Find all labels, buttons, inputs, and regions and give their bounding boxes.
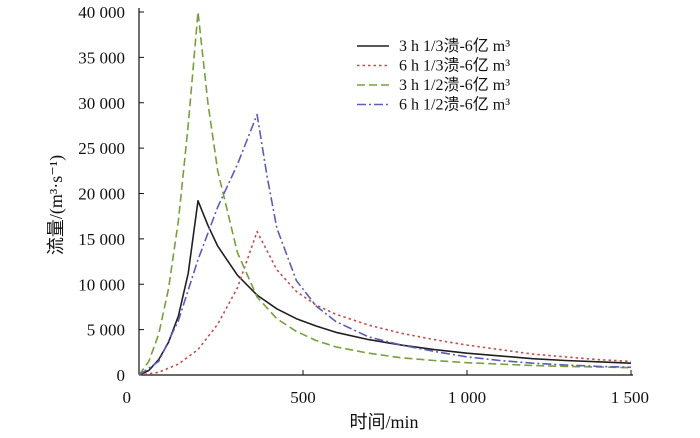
legend-label-3: 3 h 1/2溃-6亿 m³: [399, 76, 510, 94]
x-tick-label: 500: [290, 388, 316, 407]
y-tick-label: 40 000: [78, 3, 125, 22]
series-line-4: [138, 113, 632, 376]
y-tick-label: 15 000: [78, 230, 125, 249]
x-tick-label: 1 000: [448, 388, 486, 407]
x-axis-title: 时间/min: [349, 412, 418, 432]
y-tick-label: 35 000: [78, 48, 125, 67]
series-line-3: [138, 11, 632, 376]
y-axis-title: 流量/(m³·s⁻¹): [46, 155, 67, 255]
y-tick-label: 30 000: [78, 94, 125, 113]
x-tick-label: 1 500: [611, 388, 649, 407]
y-tick-label: 0: [117, 366, 126, 385]
series-line-1: [138, 200, 632, 376]
y-tick-label: 5 000: [87, 321, 125, 340]
series-line-2: [138, 230, 632, 376]
axes: 0 5 000 10 000 15 000 20 000 25 000 30 000 35 0…: [78, 3, 649, 407]
y-tick-label: 10 000: [78, 275, 125, 294]
legend-label-1: 3 h 1/3溃-6亿 m³: [399, 37, 510, 55]
y-tick-label: 25 000: [78, 139, 125, 158]
legend: 3 h 1/3溃-6亿 m³ 6 h 1/3溃-6亿 m³3 h 1/2溃-6亿 …: [357, 37, 510, 114]
y-tick-label: 20 000: [78, 185, 125, 204]
legend-label-2: 6 h 1/3溃-6亿 m³: [399, 57, 510, 75]
series-lines: [138, 11, 632, 376]
x-tick-label: 0: [123, 388, 132, 407]
legend-label-4: 6 h 1/2溃-6亿 m³: [399, 96, 510, 114]
